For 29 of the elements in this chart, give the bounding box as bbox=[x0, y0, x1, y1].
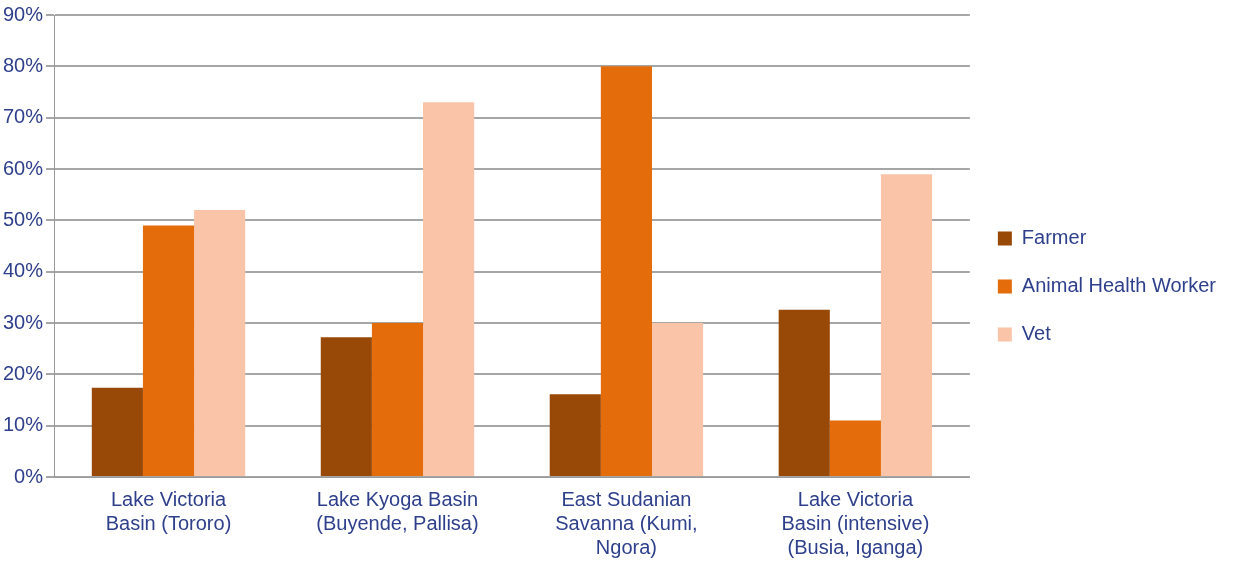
legend-label: Farmer bbox=[1021, 226, 1087, 249]
bar bbox=[600, 66, 652, 476]
legend-label: Animal Health Worker bbox=[1021, 274, 1217, 297]
bar bbox=[549, 394, 601, 476]
y-tick-label: 90% bbox=[3, 2, 44, 25]
legend-label: Vet bbox=[1021, 322, 1052, 345]
y-tick-label: 0% bbox=[14, 464, 44, 487]
bar bbox=[91, 387, 143, 476]
y-tick-label: 70% bbox=[3, 105, 44, 128]
x-tick-label: Lake Kyoga Basin (Buyende, Pallisa) bbox=[316, 487, 479, 534]
bar bbox=[651, 323, 704, 476]
bar bbox=[423, 102, 475, 476]
bar bbox=[194, 210, 246, 476]
x-tick-label: Lake Victoria Basin (Tororo) bbox=[105, 487, 232, 534]
bar bbox=[778, 309, 830, 476]
y-tick-label: 40% bbox=[3, 259, 44, 282]
x-tick-label: Lake Victoria Basin (intensive) (Busia, Iganga) bbox=[781, 487, 930, 558]
y-tick-label: 50% bbox=[3, 207, 44, 230]
x-tick-label: East Sudanian Savanna (Kumi, Ngora) bbox=[555, 487, 698, 558]
bar bbox=[829, 420, 881, 476]
bar bbox=[320, 337, 372, 476]
y-tick-label: 10% bbox=[3, 413, 44, 436]
y-tick-label: 60% bbox=[3, 156, 44, 179]
y-tick-label: 30% bbox=[3, 310, 44, 333]
bar bbox=[880, 174, 933, 476]
bar bbox=[371, 323, 424, 476]
y-tick-label: 80% bbox=[3, 53, 44, 76]
bar bbox=[142, 225, 195, 476]
y-tick-label: 20% bbox=[3, 361, 44, 384]
